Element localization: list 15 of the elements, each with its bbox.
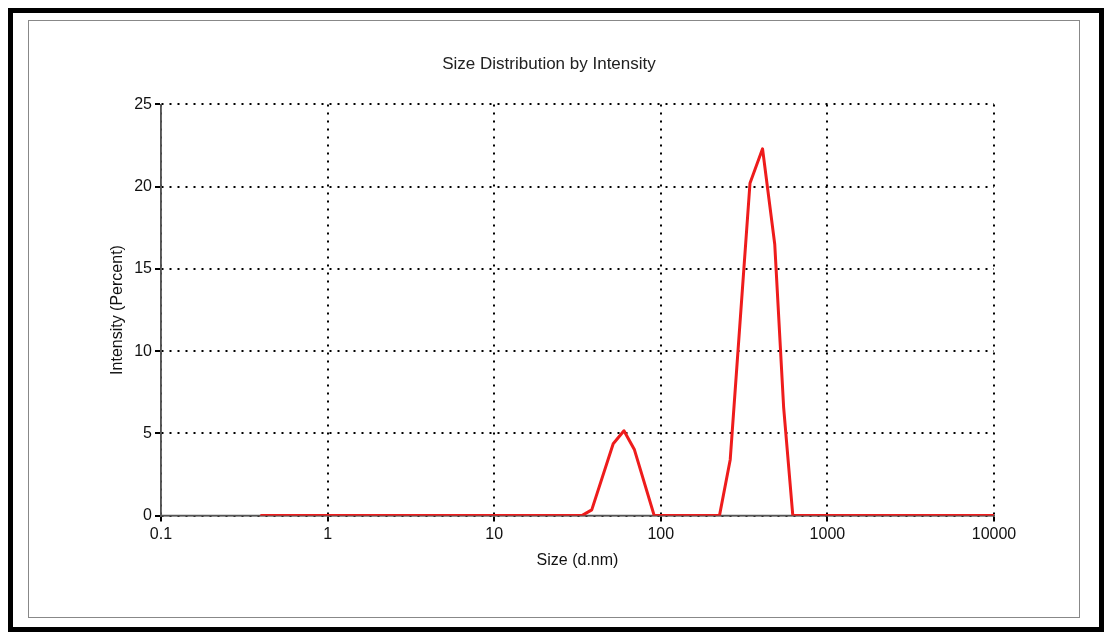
y-tick-label: 10 [134, 341, 153, 359]
x-tick-label: 10000 [971, 524, 1017, 542]
x-tick-label: 10 [485, 524, 504, 542]
y-tick-label: 0 [143, 506, 153, 524]
y-tick-label: 25 [134, 94, 153, 112]
x-axis-title: Size (d.nm) [536, 550, 619, 568]
x-tick-label: 1000 [809, 524, 846, 542]
chart-title: Size Distribution by Intensity [442, 53, 657, 73]
x-tick-label: 100 [647, 524, 675, 542]
x-tick-label: 0.1 [149, 524, 173, 542]
y-tick-label: 15 [134, 259, 153, 277]
y-axis-title: Intensity (Percent) [108, 245, 126, 375]
y-tick-label: 20 [134, 177, 153, 195]
y-tick-label: 5 [143, 423, 153, 441]
x-tick-label: 1 [323, 524, 333, 542]
